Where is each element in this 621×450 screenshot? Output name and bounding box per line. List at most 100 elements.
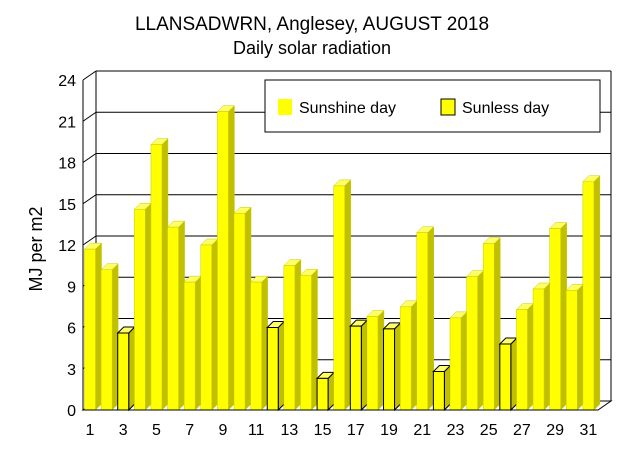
bar-sunless-day (382, 321, 402, 412)
bar-side (410, 300, 418, 411)
bar-side (211, 238, 219, 411)
bar-side (95, 242, 102, 411)
x-tick-label: 5 (152, 422, 161, 439)
bar-side (145, 202, 152, 411)
bar-sunless-day (315, 371, 336, 412)
bar-sunshine-day (83, 242, 103, 411)
x-tick-label: 3 (119, 422, 128, 439)
grid-line-diagonal (82, 194, 97, 205)
x-tick-label: 1 (86, 422, 95, 439)
bar-sunshine-day (532, 282, 551, 411)
x-tick-label: 31 (579, 422, 597, 439)
bar-side (460, 311, 468, 411)
bar-sunshine-day (465, 270, 485, 411)
bar-front (117, 332, 130, 411)
bar-sunshine-day (183, 275, 202, 411)
x-tick-label: 25 (480, 422, 498, 439)
bar-sunshine-day (216, 105, 236, 411)
bar-front (250, 281, 262, 411)
bar-sunshine-day (200, 238, 219, 411)
bar-side (493, 237, 501, 411)
x-tick-label: 17 (347, 422, 365, 439)
bar-side (228, 105, 235, 411)
bar-sunless-day (349, 318, 369, 412)
bar-sunshine-day (100, 263, 119, 411)
bar-sunshine-day (233, 206, 252, 411)
legend-swatch-sunshine (278, 99, 292, 115)
bar-front (549, 228, 561, 411)
bar-side (128, 325, 136, 412)
bar-front (266, 327, 279, 411)
bar-sunshine-day (299, 268, 319, 411)
x-tick-label: 9 (218, 422, 227, 439)
bar-side (244, 206, 252, 411)
bar-front (566, 290, 578, 411)
bar-sunshine-day (150, 138, 169, 411)
bar-sunshine-day (250, 275, 269, 411)
bar-front (516, 309, 528, 411)
bar-sunshine-day (366, 309, 385, 411)
x-tick-label: 11 (248, 422, 265, 439)
bar-front (217, 111, 229, 411)
bar-front (100, 269, 113, 411)
bar-sunshine-day (399, 300, 418, 411)
bar-side (161, 138, 169, 411)
bar-front (383, 328, 396, 411)
bar-front (283, 265, 296, 411)
y-tick-label: 9 (67, 279, 76, 296)
y-tick-label: 0 (67, 403, 76, 420)
bar-side (344, 179, 351, 411)
legend-label-sunshine: Sunshine day (299, 100, 396, 117)
bar-front (200, 244, 213, 411)
bar-side (593, 175, 601, 411)
bar-front (399, 306, 412, 411)
bar-front (167, 226, 179, 411)
bar-front (84, 248, 96, 411)
y-tick-label: 21 (58, 114, 76, 131)
x-tick-label: 13 (280, 422, 298, 439)
bar-front (333, 185, 345, 411)
bar-sunshine-day (482, 237, 501, 411)
bar-side (477, 270, 484, 411)
bar-front (582, 181, 595, 411)
x-tick-label: 15 (314, 422, 332, 439)
bar-front (233, 213, 246, 411)
bar-side (311, 268, 318, 411)
bar-side (261, 275, 268, 411)
legend-swatch-sunless (440, 98, 456, 116)
bar-front (183, 281, 196, 411)
bar-sunshine-day (283, 259, 302, 411)
bar-sunless-day (498, 336, 519, 412)
y-tick-label: 24 (58, 73, 76, 90)
x-tick-label: 27 (513, 422, 531, 439)
bar-sunshine-day (333, 179, 352, 411)
bar-side (443, 364, 451, 412)
bar-front (466, 276, 478, 411)
bar-side (427, 226, 435, 411)
grid-line-diagonal (82, 153, 97, 163)
bar-sunshine-day (582, 175, 601, 411)
bar-sunshine-day (133, 202, 152, 411)
y-tick-label: 12 (58, 238, 76, 255)
bar-side (360, 318, 368, 412)
bars (83, 105, 601, 412)
bar-side (111, 263, 119, 411)
grid-line-diagonal (82, 70, 97, 81)
bar-side (294, 259, 302, 411)
chart-title: LLANSADWRN, Anglesey, AUGUST 2018 (135, 14, 489, 35)
bar-front (482, 243, 495, 411)
bar-sunshine-day (549, 221, 568, 411)
legend-label-sunless: Sunless day (462, 100, 549, 117)
x-tick-label: 21 (413, 422, 431, 439)
bar-sunless-day (116, 325, 136, 412)
bar-side (560, 221, 567, 411)
bar-side (577, 283, 584, 411)
bar-front (499, 343, 512, 411)
bar-front (416, 232, 429, 411)
x-tick-label: 7 (185, 422, 194, 439)
bar-side (194, 275, 202, 411)
y-tick-label: 3 (67, 362, 76, 379)
bar-side (394, 321, 402, 412)
